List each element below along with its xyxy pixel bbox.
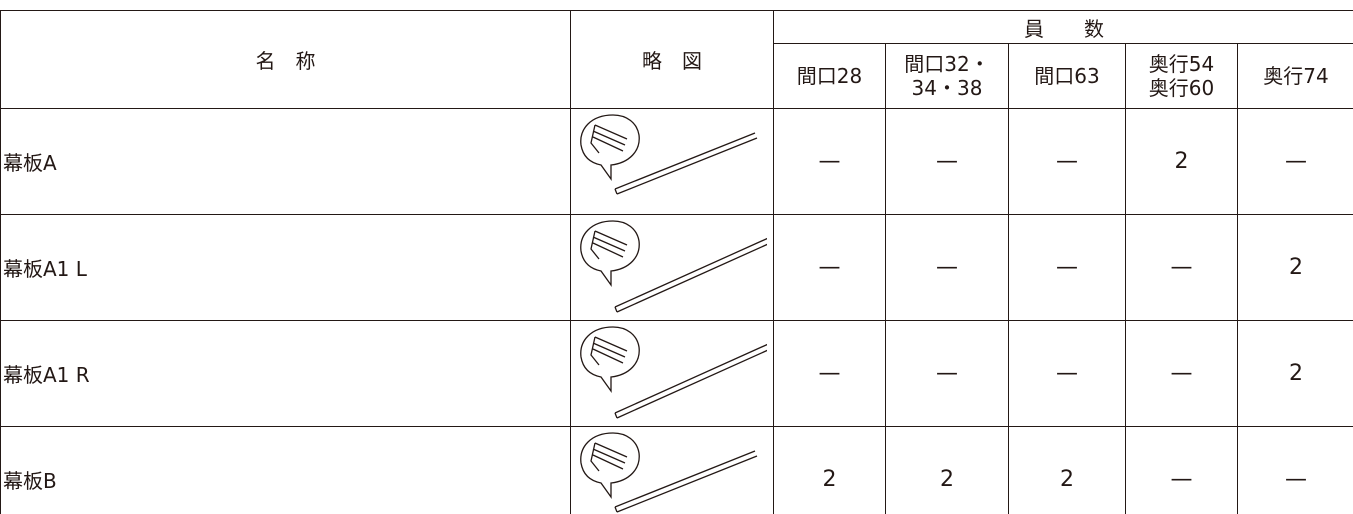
data-row: 幕板A1 R — — — —2 bbox=[0, 320, 1353, 427]
column-header: 奥行74 bbox=[1236, 43, 1353, 109]
quantity: — bbox=[885, 108, 1009, 215]
column-header: 奥行54 奥行60 bbox=[1125, 43, 1238, 109]
quantity: 2 bbox=[1236, 214, 1353, 321]
quantity: — bbox=[885, 214, 1009, 321]
quantity: — bbox=[1125, 426, 1238, 514]
quantity: 2 bbox=[885, 426, 1009, 514]
column-header-line: 奥行60 bbox=[1148, 76, 1215, 100]
quantity: 2 bbox=[1236, 320, 1353, 427]
column-header: 間口63 bbox=[1008, 43, 1126, 109]
diagram-cell bbox=[570, 108, 774, 215]
data-row: 幕板A1 L — — — —2 bbox=[0, 214, 1353, 321]
quantity: 2 bbox=[773, 426, 886, 514]
diagram-cell bbox=[570, 426, 774, 514]
part-sketch bbox=[580, 326, 788, 419]
parts-table: 名 称 略 図 員 数 間口28 間口32・ 34・38 間口63 奥行54 奥行60 奥行… bbox=[0, 10, 1353, 514]
diagram-cell bbox=[570, 214, 788, 321]
column-header-line: 34・38 bbox=[911, 76, 983, 100]
quantity: — bbox=[1008, 214, 1126, 321]
column-header-line: 奥行74 bbox=[1263, 64, 1329, 88]
part-sketch bbox=[580, 114, 758, 195]
diagram-cell bbox=[570, 320, 788, 427]
quantity: — bbox=[773, 108, 886, 215]
column-header-line: 間口32・ bbox=[904, 52, 990, 76]
column-header-line: 間口63 bbox=[1034, 64, 1100, 88]
column-header: 間口28 bbox=[773, 43, 886, 109]
table-body: 幕板A — — —2— 幕板A1 L — — — —2 幕板A1 R — — — —2 幕板B bbox=[0, 108, 1353, 514]
quantity: — bbox=[1008, 108, 1126, 215]
column-header-line: 奥行54 bbox=[1148, 52, 1215, 76]
part-name: 幕板B bbox=[0, 426, 571, 514]
quantity: — bbox=[1125, 214, 1238, 321]
quantity: — bbox=[1236, 426, 1353, 514]
header-group: 員 数 bbox=[772, 10, 1353, 44]
quantity: — bbox=[885, 320, 1009, 427]
quantity: — bbox=[773, 320, 886, 427]
quantity: — bbox=[1236, 108, 1353, 215]
data-row: 幕板A — — —2— bbox=[0, 108, 1353, 215]
header-row: 間口28 間口32・ 34・38 間口63 奥行54 奥行60 奥行74 bbox=[1, 43, 1353, 109]
part-sketch bbox=[580, 432, 758, 513]
header-diagram: 略 図 bbox=[570, 10, 774, 109]
quantity: 2 bbox=[1125, 108, 1238, 215]
part-name: 幕板A1 L bbox=[0, 214, 571, 321]
part-name: 幕板A1 R bbox=[0, 320, 571, 427]
data-row: 幕板B 2 2 2— — bbox=[0, 426, 1353, 514]
header-name: 名 称 bbox=[0, 10, 571, 109]
part-sketch bbox=[580, 220, 788, 313]
column-header: 間口32・ 34・38 bbox=[885, 43, 1009, 109]
quantity: — bbox=[1125, 320, 1238, 427]
part-name: 幕板A bbox=[0, 108, 571, 215]
quantity: — bbox=[773, 214, 886, 321]
quantity: 2 bbox=[1008, 426, 1126, 514]
table-wrap: 名 称 略 図 員 数 間口28 間口32・ 34・38 間口63 奥行54 奥行60 奥行… bbox=[0, 10, 1353, 514]
column-header-line: 間口28 bbox=[796, 64, 863, 88]
quantity: — bbox=[1008, 320, 1126, 427]
